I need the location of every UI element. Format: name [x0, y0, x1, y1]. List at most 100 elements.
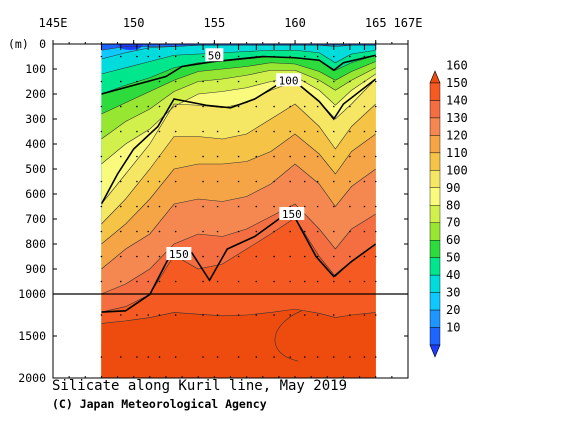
sample-point	[136, 105, 138, 108]
sample-point	[237, 314, 240, 316]
sample-point	[316, 230, 319, 233]
sample-point	[255, 155, 258, 158]
sample-point	[289, 230, 292, 233]
sample-point	[202, 314, 204, 316]
sample-point	[255, 230, 258, 233]
sample-point	[316, 130, 319, 133]
contour-thin-12	[101, 203, 376, 295]
sample-point	[136, 280, 138, 283]
sample-point	[136, 130, 138, 133]
sample-point	[303, 105, 306, 108]
low-silicate-patch	[118, 44, 143, 50]
sample-point	[237, 230, 240, 233]
sample-point	[237, 255, 240, 258]
sample-point	[316, 255, 319, 258]
contour-thin-9	[101, 103, 376, 225]
sample-point	[289, 55, 292, 58]
sample-point	[119, 280, 122, 283]
contour-thin-6	[101, 67, 376, 140]
sample-point	[174, 356, 177, 358]
sample-point	[100, 255, 103, 258]
sample-point	[202, 255, 204, 258]
contour-deep-165	[274, 310, 302, 362]
sample-point	[136, 80, 138, 83]
sample-point	[374, 155, 377, 158]
sample-point	[147, 180, 150, 183]
sample-point	[349, 180, 351, 183]
sample-point	[100, 105, 103, 108]
axes: 145E 150 155 160 165 167E 0 100 200 300 400 500 600 7…	[8, 16, 422, 385]
colorbar-cell	[429, 187, 441, 206]
sample-point	[273, 280, 275, 283]
colorbar-label: 110	[446, 146, 468, 160]
sample-point	[363, 55, 366, 58]
sample-point	[289, 356, 292, 358]
sample-point	[158, 255, 161, 258]
sample-point	[119, 105, 122, 108]
sample-point	[237, 205, 240, 208]
colorbar-cell	[429, 152, 441, 171]
sample-point	[374, 80, 377, 83]
sample-point	[158, 280, 161, 283]
sample-point	[273, 314, 275, 316]
sample-point	[158, 155, 161, 158]
sample-point	[374, 255, 377, 258]
sample-point	[100, 155, 103, 158]
y-tick-label: 1500	[18, 329, 46, 343]
sample-point	[289, 130, 292, 133]
y-unit-label: (m)	[8, 37, 29, 51]
x-tick-label: 160	[284, 16, 306, 30]
sample-point	[332, 314, 335, 316]
colorbar-cell	[429, 117, 441, 136]
colorbar-label: 10	[446, 321, 460, 335]
sample-point	[216, 314, 219, 316]
y-tick-label: 700	[25, 212, 46, 226]
sample-point	[147, 280, 150, 283]
sample-point	[349, 105, 351, 108]
colorbar-label: 100	[446, 163, 468, 177]
sample-point	[147, 314, 150, 316]
sample-point	[158, 230, 161, 233]
colorbar-label: 30	[446, 286, 460, 300]
sample-point	[349, 130, 351, 133]
sample-point	[255, 105, 258, 108]
sample-point	[216, 155, 219, 158]
sample-point	[119, 205, 122, 208]
sample-point	[100, 180, 103, 183]
sample-point	[174, 180, 177, 183]
sample-point	[273, 255, 275, 258]
colorbar-label: 20	[446, 303, 460, 317]
contour-thin-7	[101, 73, 376, 165]
contour-label-3: 150	[169, 248, 189, 261]
colorbar-label: 140	[446, 93, 468, 107]
sample-point	[332, 255, 335, 258]
sample-point	[119, 255, 122, 258]
contour-label-bg-2	[279, 207, 305, 220]
sample-point	[202, 55, 204, 58]
sample-point	[255, 280, 258, 283]
contour-50	[101, 54, 376, 95]
sample-point	[374, 280, 377, 283]
colorbar-label: 150	[446, 76, 468, 90]
sample-point	[349, 314, 351, 316]
contour-label-bg-1	[276, 73, 302, 87]
contour-100	[101, 78, 376, 205]
colorbar-cell	[429, 222, 441, 241]
sample-point	[100, 130, 103, 133]
sample-point	[316, 155, 319, 158]
colorbar-cell	[429, 100, 441, 119]
sample-point	[255, 130, 258, 133]
contour-lines	[101, 44, 376, 362]
sample-point	[363, 180, 366, 183]
contour-thin-4	[101, 54, 376, 95]
sample-point	[349, 280, 351, 283]
colorbar-cell	[429, 327, 441, 346]
sample-point	[100, 55, 103, 58]
colorbar-label: 120	[446, 128, 468, 142]
sample-point	[237, 356, 240, 358]
sample-point	[303, 280, 306, 283]
sample-point	[303, 80, 306, 83]
sample-point	[316, 356, 319, 358]
sample-point	[158, 356, 161, 358]
sample-point	[255, 55, 258, 58]
